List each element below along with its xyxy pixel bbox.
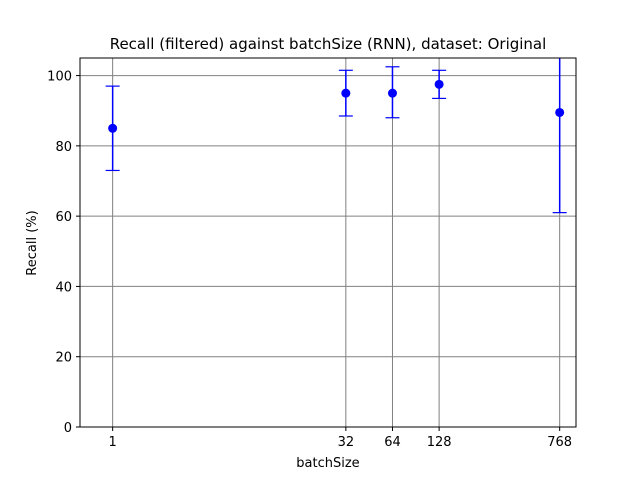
y-tick-label: 40 — [55, 280, 72, 295]
chart-title: Recall (filtered) against batchSize (RNN… — [110, 35, 547, 53]
x-tick-label: 64 — [384, 435, 401, 450]
y-tick-label: 60 — [55, 210, 72, 225]
data-point — [555, 107, 565, 117]
data-point — [434, 79, 444, 89]
data-point — [108, 123, 118, 133]
y-tick-label: 0 — [64, 421, 72, 436]
data-point — [341, 88, 351, 98]
x-axis: 1 32 64 128 768 — [109, 427, 572, 450]
x-tick-label: 1 — [109, 435, 117, 450]
y-tick-label: 80 — [55, 140, 72, 155]
axes-frame — [79, 57, 577, 428]
grid-lines — [80, 58, 576, 428]
x-tick-label: 768 — [547, 435, 572, 450]
x-tick-label: 128 — [427, 435, 452, 450]
y-tick-label: 20 — [55, 351, 72, 366]
x-axis-label: batchSize — [296, 456, 359, 471]
y-axis-label: Recall (%) — [25, 210, 40, 275]
y-tick-label: 100 — [47, 70, 72, 85]
y-axis: 0 20 40 60 80 100 — [47, 70, 80, 436]
data-point — [387, 88, 397, 98]
x-tick-label: 32 — [338, 435, 355, 450]
plot-area — [105, 58, 567, 214]
